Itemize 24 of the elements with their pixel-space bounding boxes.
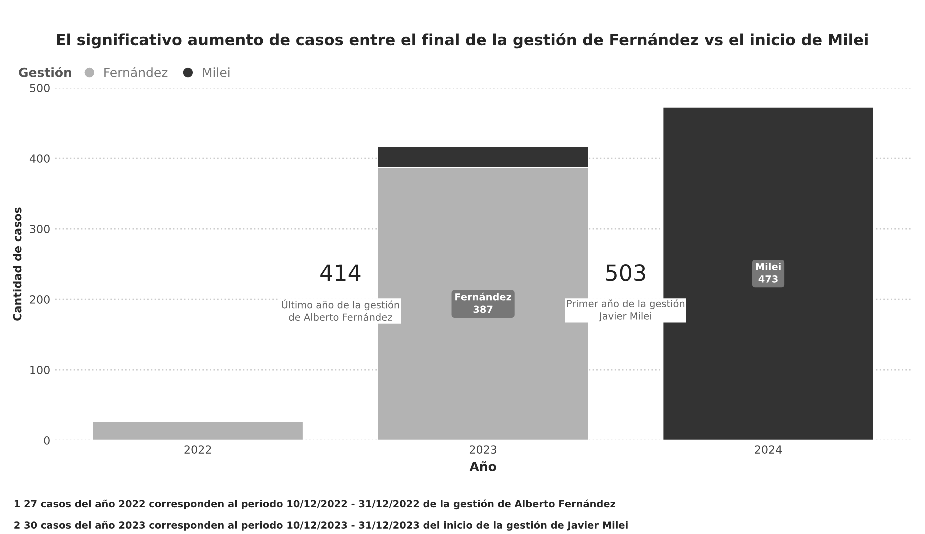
- annotation: 503: [606, 264, 646, 282]
- y-tick-label: 100: [30, 366, 50, 374]
- text: 1 27 casos del año 2022 corresponden al periodo 10/12/2022 - 31/12/2022 de la gestión de Alberto Fernández: [14, 500, 616, 510]
- x-tick-label: 2024: [755, 446, 782, 454]
- legend-label: Fernández: [104, 67, 168, 78]
- y-tick-label: 500: [30, 84, 50, 92]
- chart-title: El significativo aumento de casos entre el final de la gestión de Fernández vs el inicio de Milei: [57, 33, 868, 49]
- x-tick-label: 2022: [184, 446, 212, 454]
- y-tick-label: 200: [30, 296, 50, 304]
- y-tick-label: 0: [44, 436, 50, 445]
- y-tick-label: 400: [30, 154, 50, 163]
- y-tick-label: 300: [30, 225, 50, 234]
- data-label: Fernández 387: [456, 292, 512, 314]
- legend-label: Milei: [203, 68, 230, 78]
- annotation: Último año de la gestión de Alberto Fernández: [282, 300, 400, 322]
- data-label: Milei 473: [756, 262, 781, 283]
- annotation: 414: [320, 264, 361, 282]
- text: 2 30 casos del año 2023 corresponden al periodo 10/12/2023 - 31/12/2023 del inicio de la gestión de Javier Milei: [14, 521, 628, 531]
- y-axis-title: Cantidad de casos: [13, 208, 22, 321]
- x-axis-title: Año: [470, 461, 496, 472]
- bar: [92, 420, 304, 441]
- x-tick-label: 2023: [470, 446, 497, 454]
- legend-title: Gestión: [19, 67, 72, 78]
- annotation: Primer año de la gestión Javier Milei: [567, 300, 685, 322]
